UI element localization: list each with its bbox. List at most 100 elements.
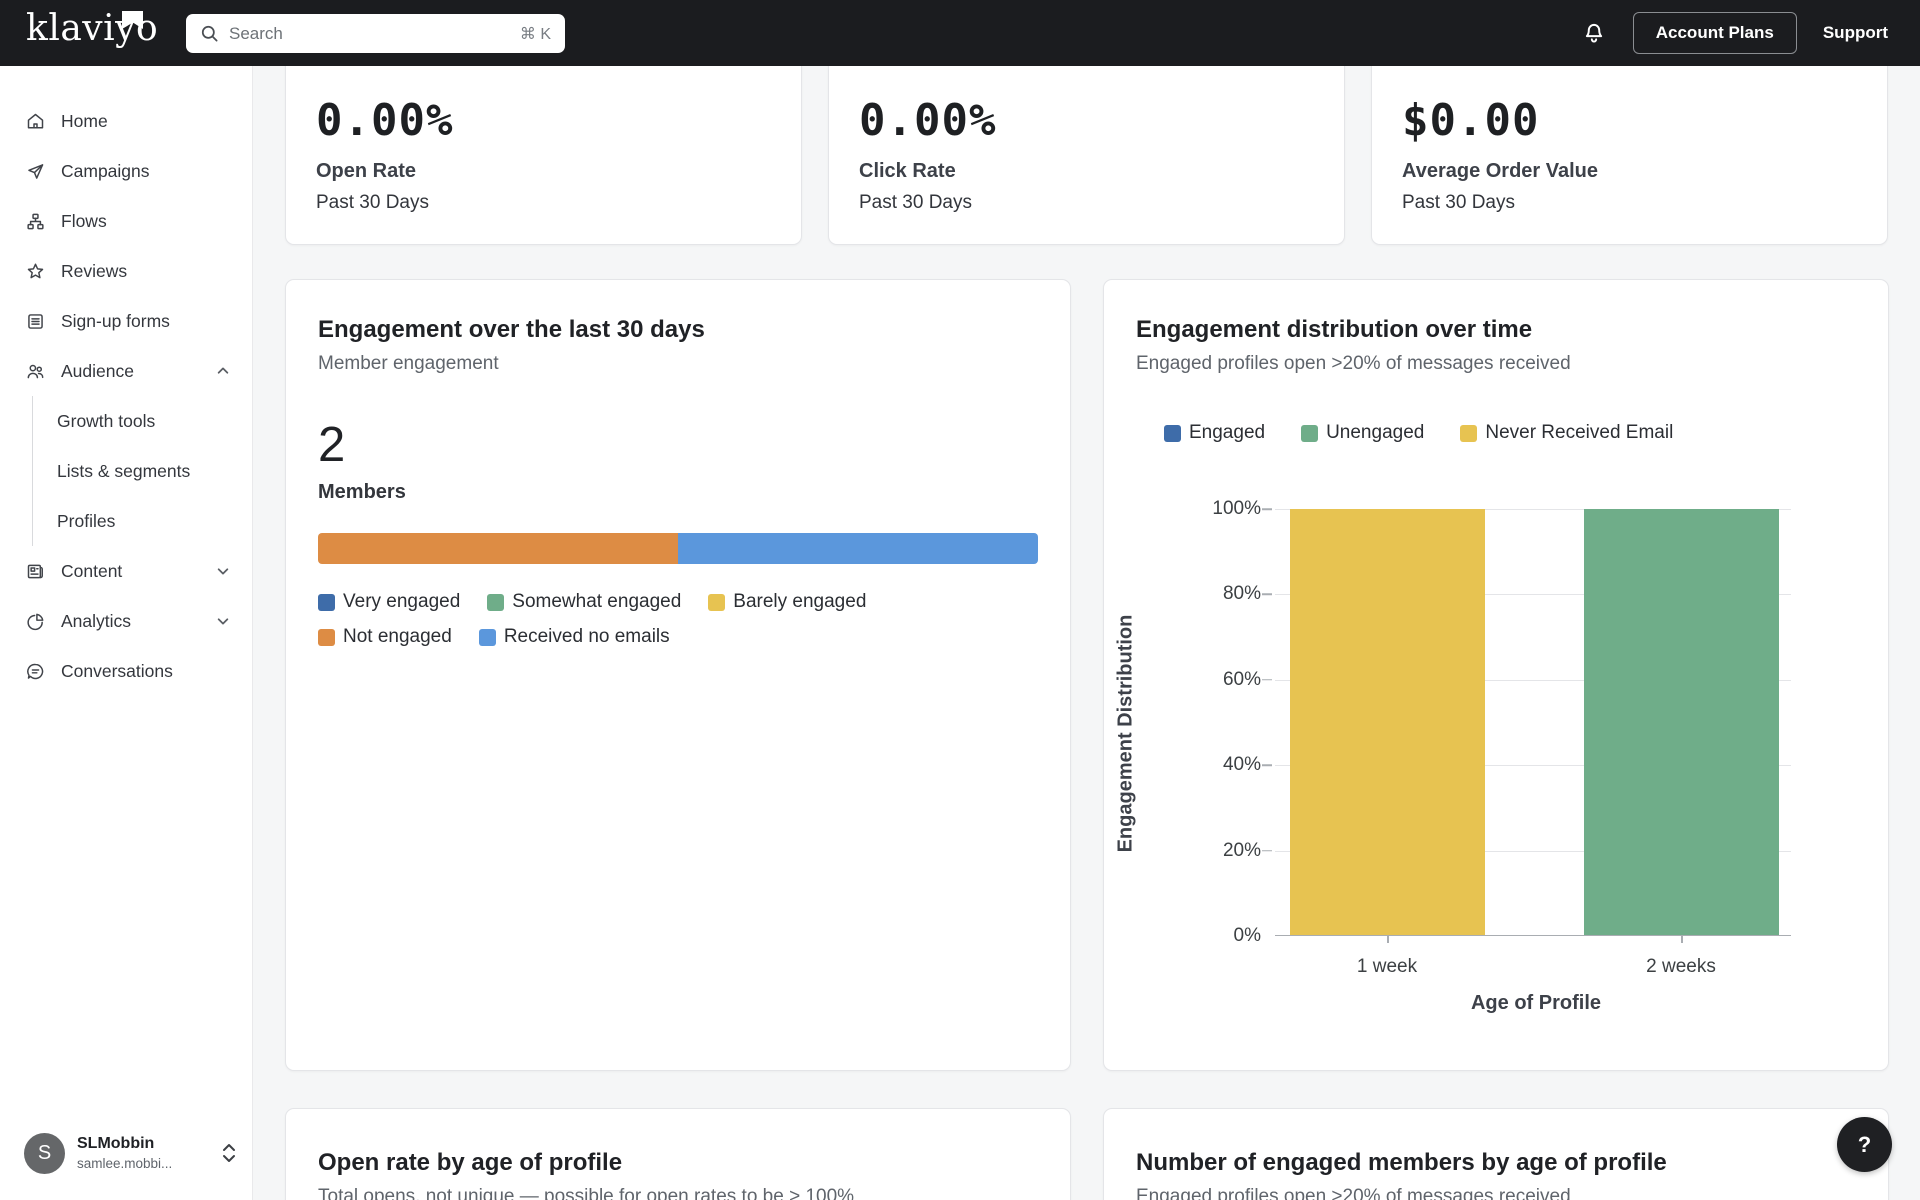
legend-label: Unengaged [1326, 422, 1425, 443]
legend-swatch [318, 628, 335, 646]
bar-segment-not-engaged[interactable] [318, 533, 678, 564]
support-link[interactable]: Support [1822, 23, 1888, 42]
stat-label: Open Rate [316, 160, 417, 182]
sidebar-item-label: Growth tools [57, 410, 156, 431]
legend-label: Never Received Email [1485, 422, 1674, 443]
legend-item-engaged[interactable]: Engaged [1164, 422, 1265, 444]
search-icon [201, 25, 218, 42]
bar-2-weeks[interactable] [1584, 509, 1779, 935]
sidebar-item-lists-segments[interactable]: Lists & segments [33, 446, 252, 496]
gridline [1275, 765, 1791, 767]
user-name: SLMobbin [77, 1135, 155, 1152]
sidebar-item-label: Analytics [61, 610, 132, 631]
sidebar: Home Campaigns Flows Reviews Sign-up for… [0, 66, 253, 1200]
main-content: 0.00% Open Rate Past 30 Days 0.00% Click… [253, 39, 1920, 1200]
card-subtitle: Engaged profiles open >20% of messages r… [1136, 353, 1571, 374]
sidebar-item-conversations[interactable]: Conversations [0, 646, 252, 696]
stat-card-open-rate: 0.00% Open Rate Past 30 Days [285, 39, 802, 245]
pie-icon [27, 613, 44, 630]
legend-label: Not engaged [343, 626, 452, 647]
search-input[interactable] [229, 23, 510, 44]
sidebar-item-profiles[interactable]: Profiles [33, 496, 252, 546]
legend-label: Barely engaged [733, 591, 867, 612]
engagement-legend: Very engaged Somewhat engaged Barely eng… [318, 591, 1036, 648]
legend-item-very-engaged[interactable]: Very engaged [318, 591, 460, 613]
gridline [1275, 850, 1791, 852]
sidebar-item-label: Reviews [61, 260, 128, 281]
bar-segment-received-no-emails[interactable] [678, 533, 1038, 564]
stat-value: $0.00 [1402, 95, 1540, 146]
y-tick-label: 80% [1222, 583, 1261, 605]
sidebar-item-home[interactable]: Home [0, 96, 252, 146]
x-axis-title: Age of Profile [1470, 992, 1601, 1014]
legend-swatch [708, 593, 726, 611]
notifications-button[interactable] [1581, 20, 1607, 46]
send-icon [28, 163, 44, 179]
user-email: samlee.mobbi... [77, 1156, 173, 1171]
newspaper-icon [27, 564, 43, 578]
sidebar-item-label: Lists & segments [57, 460, 191, 481]
bar-1-week[interactable] [1290, 509, 1485, 935]
gridline [1275, 509, 1791, 510]
x-tick-label: 2 weeks [1646, 956, 1716, 977]
stat-value: 0.00% [859, 95, 997, 146]
sidebar-item-growth-tools[interactable]: Growth tools [33, 396, 252, 446]
open-rate-by-age-card: Open rate by age of profile Total opens,… [285, 1108, 1071, 1200]
flow-icon [27, 213, 44, 229]
plot-area [1275, 509, 1791, 936]
legend-item-unengaged[interactable]: Unengaged [1301, 422, 1424, 444]
unfold-more-icon [223, 1144, 235, 1162]
sidebar-item-label: Audience [61, 360, 134, 381]
card-subtitle: Engaged profiles open >20% of messages r… [1136, 1186, 1571, 1200]
legend-swatch [1460, 424, 1478, 442]
stat-period: Past 30 Days [316, 192, 429, 213]
x-tick-mark [1681, 936, 1683, 943]
card-title: Engagement distribution over time [1136, 316, 1533, 343]
sidebar-item-reviews[interactable]: Reviews [0, 246, 252, 296]
sidebar-item-analytics[interactable]: Analytics [0, 596, 252, 646]
legend-item-somewhat-engaged[interactable]: Somewhat engaged [487, 591, 681, 613]
legend-swatch [1301, 424, 1319, 442]
legend-item-barely-engaged[interactable]: Barely engaged [708, 591, 866, 613]
user-account-switcher[interactable]: S SLMobbin samlee.mobbi... [0, 1120, 253, 1186]
bell-icon [1585, 23, 1602, 43]
engagement-stacked-bar[interactable] [318, 533, 1038, 564]
legend-item-never-received-email[interactable]: Never Received Email [1460, 422, 1673, 444]
card-title: Open rate by age of profile [318, 1149, 623, 1176]
legend-label: Received no emails [503, 626, 670, 647]
help-button[interactable]: ? [1837, 1117, 1892, 1172]
sidebar-item-label: Conversations [61, 660, 173, 681]
x-tick-mark [1387, 936, 1389, 943]
legend-swatch [1164, 424, 1181, 442]
sidebar-item-label: Campaigns [61, 160, 150, 181]
chevron-up-icon [217, 367, 229, 374]
legend-swatch [487, 593, 505, 611]
sidebar-item-flows[interactable]: Flows [0, 196, 252, 246]
y-tick-mark [1262, 849, 1272, 852]
search-input-container[interactable]: ⌘ K [186, 14, 565, 53]
engaged-members-by-age-card: Number of engaged members by age of prof… [1103, 1108, 1889, 1200]
chevron-down-icon [217, 568, 229, 575]
legend-item-received-no-emails[interactable]: Received no emails [478, 626, 670, 648]
klaviyo-flag-icon [122, 11, 143, 29]
stat-card-average-order-value: $0.00 Average Order Value Past 30 Days [1371, 39, 1888, 245]
gridline [1275, 594, 1791, 596]
y-axis-title: Engagement Distribution [1114, 614, 1137, 853]
legend-item-not-engaged[interactable]: Not engaged [318, 626, 452, 648]
card-subtitle: Total opens, not unique — possible for o… [318, 1186, 855, 1200]
sidebar-item-campaigns[interactable]: Campaigns [0, 146, 252, 196]
sidebar-item-signup-forms[interactable]: Sign-up forms [0, 296, 252, 346]
sidebar-item-label: Sign-up forms [61, 310, 170, 331]
sidebar-item-label: Home [61, 110, 108, 131]
y-tick-mark [1262, 593, 1272, 596]
stat-label: Average Order Value [1402, 160, 1599, 182]
stat-period: Past 30 Days [1402, 192, 1515, 213]
y-tick-mark [1262, 679, 1272, 681]
distribution-chart: Engagement Distribution 100% 80% 60% 40%… [1104, 280, 1890, 1072]
engagement-card: Engagement over the last 30 days Member … [285, 279, 1071, 1071]
sidebar-item-content[interactable]: Content [0, 546, 252, 596]
sidebar-item-audience[interactable]: Audience [0, 346, 252, 396]
y-tick-label: 100% [1212, 498, 1261, 519]
account-plans-button[interactable]: Account Plans [1632, 12, 1797, 54]
